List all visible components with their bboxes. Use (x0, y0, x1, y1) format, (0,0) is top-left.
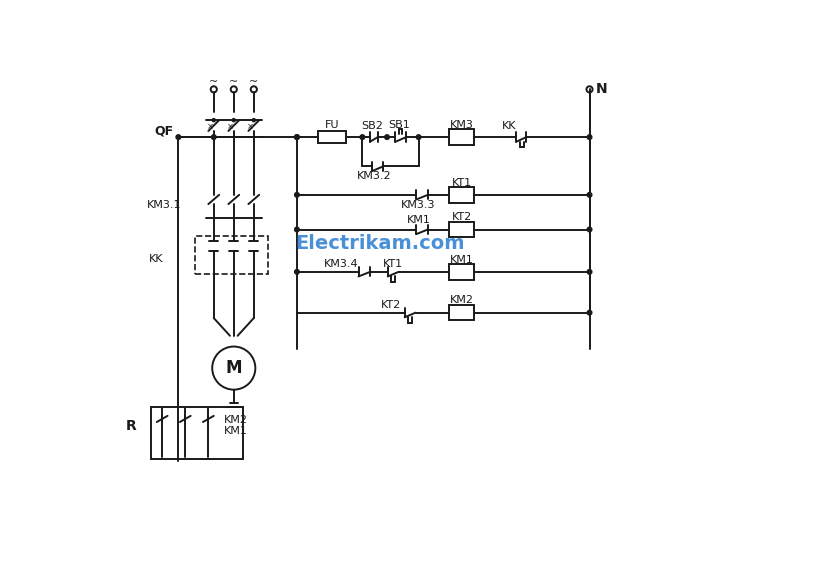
Bar (450, 129, 474, 145)
Text: SB2: SB2 (361, 121, 383, 131)
Circle shape (587, 270, 592, 274)
Text: QF: QF (155, 124, 174, 137)
Circle shape (587, 310, 592, 315)
Text: FU: FU (325, 120, 340, 130)
Text: KM3.3: KM3.3 (401, 200, 436, 210)
Text: ~: ~ (229, 77, 238, 86)
Circle shape (385, 135, 389, 140)
Text: KM3.4: KM3.4 (324, 259, 359, 269)
Bar (450, 305, 474, 320)
Text: ~: ~ (209, 77, 219, 86)
Circle shape (587, 193, 592, 197)
Text: ×: × (247, 122, 253, 131)
Circle shape (252, 119, 256, 121)
Text: KT2: KT2 (381, 300, 401, 310)
Text: SB1: SB1 (388, 120, 410, 130)
Bar (319, 131, 346, 144)
Text: KM3: KM3 (450, 120, 473, 130)
Text: R: R (126, 419, 137, 433)
Bar (450, 264, 474, 280)
Text: N: N (595, 82, 608, 97)
Text: KM1: KM1 (224, 426, 247, 436)
Text: KT1: KT1 (451, 177, 472, 188)
Circle shape (176, 135, 181, 140)
Circle shape (233, 119, 235, 121)
Text: KM2: KM2 (450, 295, 473, 305)
Bar (195, 236, 269, 274)
Circle shape (295, 135, 299, 140)
Bar (151, 407, 243, 459)
Circle shape (295, 270, 299, 274)
Text: ×: × (226, 122, 233, 131)
Bar (450, 187, 474, 202)
Text: KT2: KT2 (451, 212, 472, 222)
Text: KM3.2: KM3.2 (356, 171, 391, 181)
Circle shape (295, 227, 299, 232)
Circle shape (212, 119, 215, 121)
Text: KT1: KT1 (383, 259, 403, 269)
Circle shape (295, 193, 299, 197)
Circle shape (587, 227, 592, 232)
Circle shape (211, 135, 216, 140)
Text: ~: ~ (249, 77, 259, 86)
Circle shape (360, 135, 364, 140)
Text: M: M (225, 359, 242, 377)
Circle shape (416, 135, 421, 140)
Bar (450, 222, 474, 237)
Text: KK: KK (501, 121, 516, 131)
Text: Electrikam.com: Electrikam.com (296, 234, 465, 253)
Text: KM1: KM1 (407, 215, 431, 225)
Circle shape (587, 135, 592, 140)
Text: KM1: KM1 (450, 254, 473, 264)
Circle shape (295, 135, 299, 140)
Text: KM3.1: KM3.1 (147, 200, 181, 210)
Text: KM2: KM2 (224, 415, 248, 425)
Text: ×: × (206, 122, 214, 131)
Text: KK: KK (149, 254, 164, 264)
